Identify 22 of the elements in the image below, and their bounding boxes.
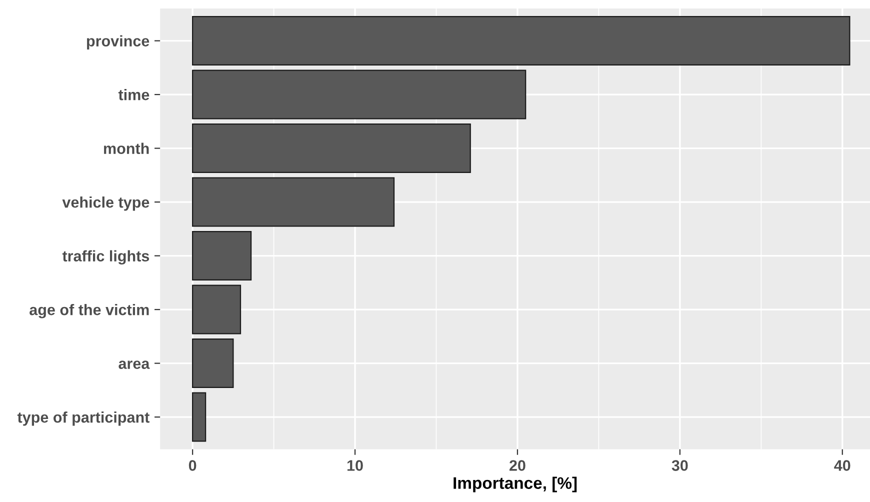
y-tick-label: vehicle type bbox=[62, 196, 150, 211]
x-tick-label: 20 bbox=[510, 460, 526, 471]
y-tick-label: age of the victim bbox=[30, 304, 149, 318]
x-tick-label: 40 bbox=[834, 460, 850, 471]
y-tick-label: province bbox=[87, 35, 150, 50]
y-tick-label: type of participant bbox=[17, 412, 150, 426]
x-axis-title: Importance, [%] bbox=[454, 476, 577, 492]
y-tick-label: time bbox=[118, 89, 150, 100]
bar bbox=[192, 392, 206, 442]
x-tick-label: 0 bbox=[188, 460, 196, 471]
bar bbox=[192, 16, 850, 66]
x-tick-label: 10 bbox=[347, 460, 363, 471]
bar bbox=[192, 284, 242, 334]
x-tick-label: 30 bbox=[672, 460, 688, 471]
bar bbox=[192, 124, 471, 174]
bar bbox=[192, 231, 252, 281]
bar bbox=[192, 70, 526, 120]
y-tick-label: area bbox=[118, 360, 150, 369]
y-tick-label: traffic lights bbox=[62, 250, 150, 265]
bar bbox=[192, 177, 395, 227]
bar bbox=[192, 338, 234, 388]
y-tick-label: month bbox=[104, 142, 149, 154]
